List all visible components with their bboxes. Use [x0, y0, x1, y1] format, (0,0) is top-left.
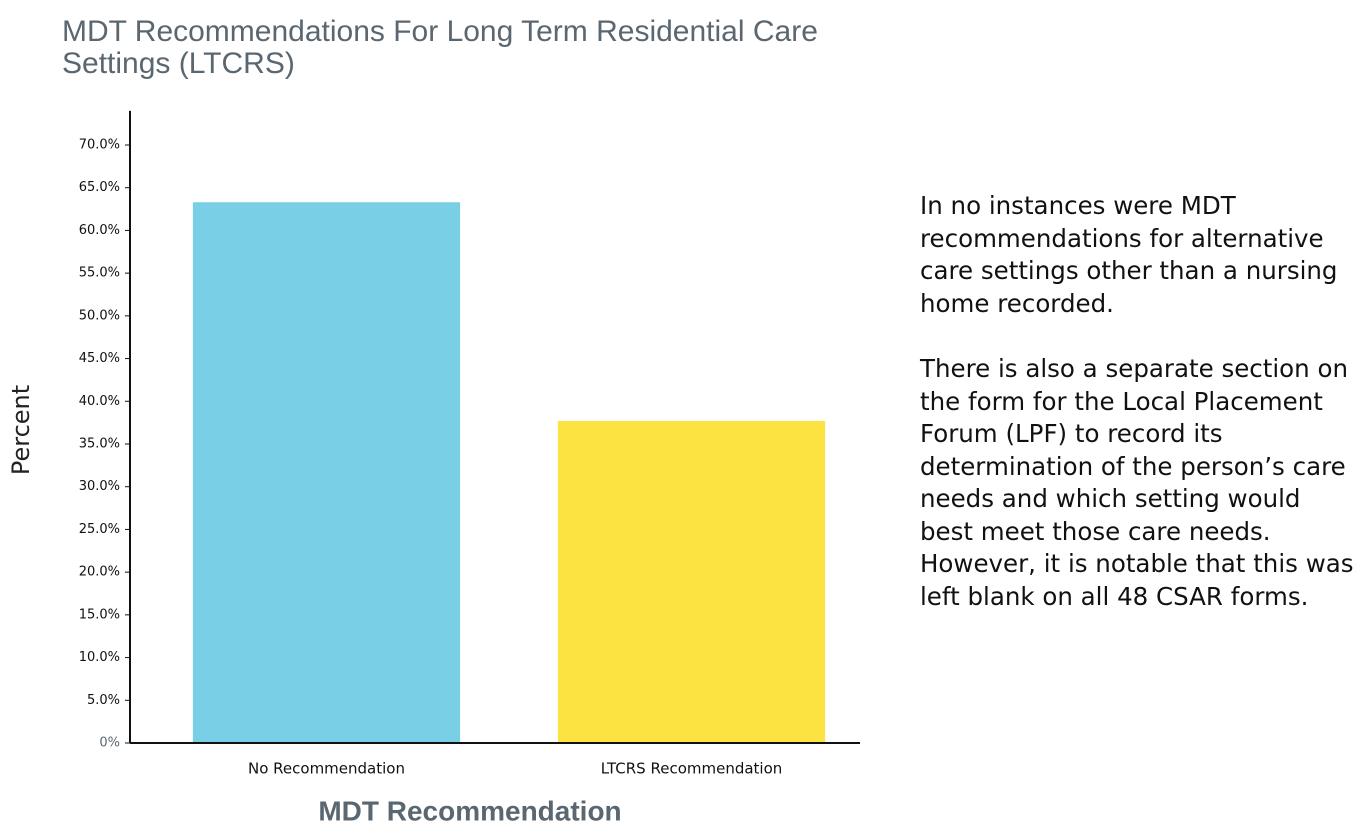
y-tick-label: 45.0%: [79, 351, 120, 366]
y-tick-label: 60.0%: [79, 223, 120, 238]
y-tick-label: 65.0%: [79, 180, 120, 195]
paragraph: In no instances were MDT recommendations…: [920, 191, 1338, 318]
chart: Percent MDT Recommendation 0% 5.0% 10.0% 15…: [7, 110, 860, 826]
y-tick-label: 40.0%: [79, 394, 120, 409]
y-tick-label: 10.0%: [79, 650, 120, 665]
notes: In no instances were MDT recommendations…: [920, 190, 1354, 646]
y-tick-label: 70.0%: [79, 137, 120, 152]
y-tick-label: 50.0%: [79, 308, 120, 323]
y-tick-label: 0%: [99, 736, 120, 751]
y-tick-label: 30.0%: [79, 479, 120, 494]
x-axis-label: MDT Recommendation: [318, 795, 621, 826]
chart-title: MDT Recommendations For Long Term Reside…: [62, 15, 818, 80]
y-axis-label: Percent: [7, 385, 35, 475]
x-tick-label: No Recommendation: [248, 760, 405, 778]
y-tick-label: 20.0%: [79, 565, 120, 580]
y-tick-label: 25.0%: [79, 522, 120, 537]
y-tick-label: 35.0%: [79, 436, 120, 451]
bar: [557, 420, 826, 743]
bar: [192, 202, 461, 744]
y-tick-label: 15.0%: [79, 607, 120, 622]
y-tick-label: 5.0%: [87, 693, 120, 708]
x-tick-label: LTCRS Recommendation: [601, 760, 783, 778]
y-tick-label: 55.0%: [79, 266, 120, 281]
paragraph: There is also a separate section on the …: [920, 354, 1354, 611]
